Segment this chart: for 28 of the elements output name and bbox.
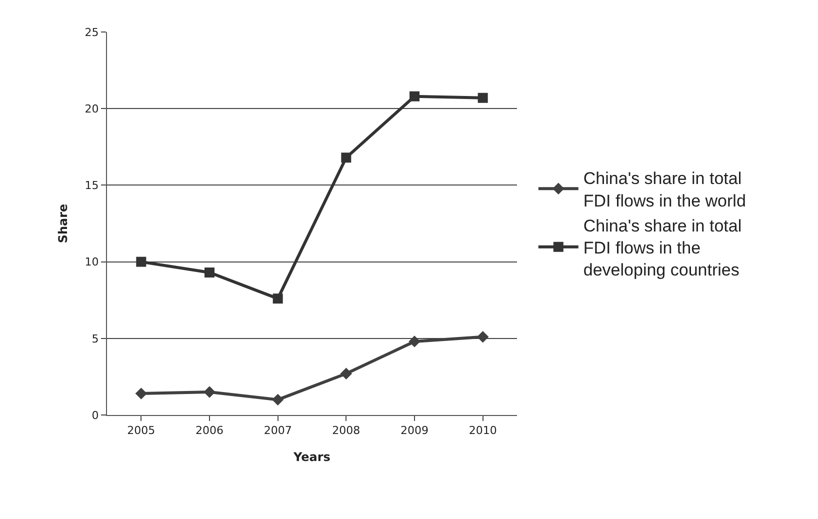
legend-label: China's share in total FDI flows in the world [583, 169, 746, 210]
point [135, 388, 148, 400]
y-tick-label: 20 [84, 102, 99, 116]
point [136, 256, 146, 267]
point [476, 331, 489, 343]
x-tick-label: 2005 [127, 424, 156, 438]
y-axis-title: Share [56, 204, 70, 244]
x-tick-label: 2009 [400, 424, 428, 438]
point [410, 91, 420, 102]
x-tick-label: 2010 [468, 424, 497, 438]
x-tick-label: 2007 [264, 424, 292, 438]
point [272, 294, 283, 304]
point [340, 368, 352, 380]
y-tick-label: 25 [84, 26, 99, 39]
legend-label: China's share in total FDI flows in the developing countries [583, 216, 742, 280]
point [272, 394, 284, 406]
point [204, 386, 216, 398]
y-tick-label: 10 [84, 256, 99, 269]
x-tick-label: 2008 [332, 424, 360, 438]
y-tick-label: 15 [84, 179, 99, 192]
point [204, 268, 214, 278]
point [341, 152, 352, 163]
point [408, 336, 420, 348]
y-tick-label: 0 [92, 408, 99, 422]
x-axis-title: Years [292, 450, 330, 464]
point [478, 92, 488, 103]
x-tick-label: 2006 [196, 424, 224, 438]
y-tick-label: 5 [92, 332, 99, 346]
